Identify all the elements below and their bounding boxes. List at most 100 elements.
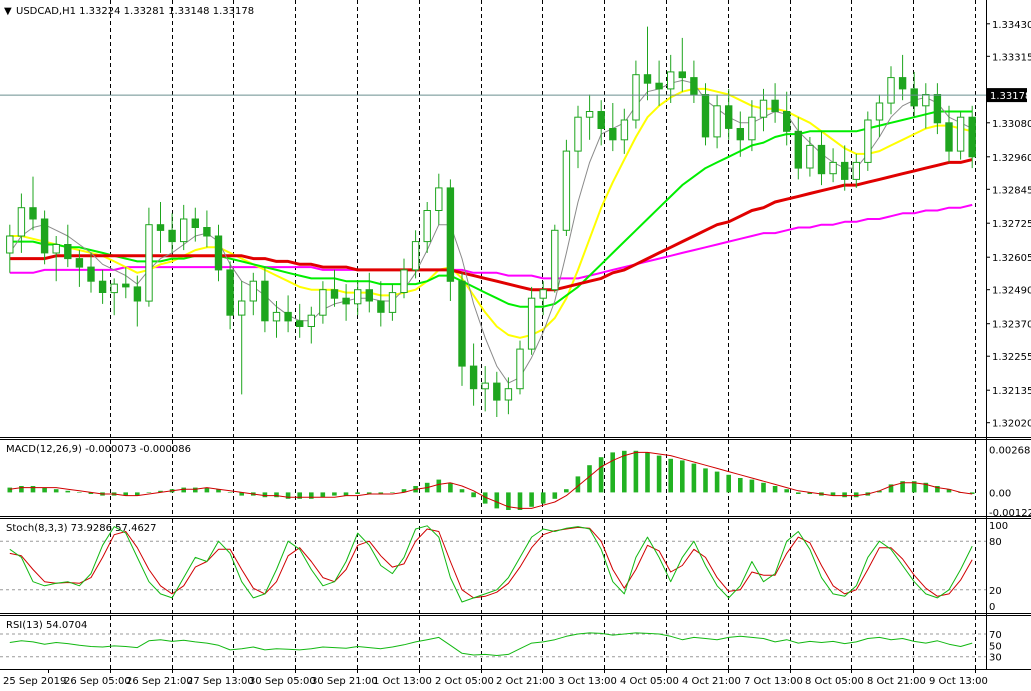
stoch-main-line — [9, 525, 973, 603]
candle-body — [817, 144, 826, 175]
main-panel[interactable] — [0, 0, 986, 437]
candle-body — [156, 224, 165, 231]
price-tick-label: 1.32725 — [992, 219, 1031, 230]
price-tick-label: 1.32960 — [992, 153, 1031, 164]
price-tick-label: 1.32605 — [992, 253, 1031, 264]
candle-body — [110, 283, 118, 294]
candle-body — [6, 235, 14, 254]
macd-histogram-bar — [30, 486, 36, 493]
macd-histogram-bar — [772, 486, 778, 493]
macd-histogram-bar — [622, 450, 627, 493]
macd-histogram-bar — [587, 465, 592, 493]
ma-fast-line — [9, 79, 973, 384]
candle-body — [864, 119, 872, 163]
macd-histogram-bar — [123, 492, 128, 496]
rsi-tick-label: 50 — [989, 641, 1002, 652]
candle-body — [887, 77, 895, 104]
time-tick-label: 4 Oct 21:00 — [682, 676, 741, 687]
macd-histogram-bar — [448, 482, 453, 493]
macd-histogram-bar — [749, 479, 755, 493]
candle-body — [469, 365, 478, 390]
macd-histogram-bar — [575, 476, 581, 493]
candle-body — [527, 297, 536, 350]
macd-histogram-bar — [158, 490, 163, 493]
current-price-line: 1.33178 — [0, 88, 1031, 103]
candle-body — [214, 235, 223, 271]
macd-tick-label: 0.00 — [989, 488, 1011, 499]
candle-body — [481, 382, 489, 390]
macd-histogram-bar — [796, 492, 801, 494]
time-tick-label: 27 Sep 13:00 — [187, 676, 254, 687]
macd-histogram-bar — [761, 482, 766, 493]
macd-histogram-bar — [390, 492, 395, 493]
candle-body — [875, 102, 884, 121]
macd-histogram-bar — [181, 487, 186, 493]
macd-histogram-bar — [366, 492, 372, 494]
candle-body — [968, 116, 976, 158]
candle-body — [423, 210, 431, 243]
ma-green-line — [9, 110, 973, 308]
macd-histogram-bar — [552, 492, 558, 499]
candle-body — [725, 105, 733, 129]
candle-body — [145, 224, 153, 302]
macd-histogram-bar — [65, 490, 71, 493]
candle-body — [400, 269, 408, 293]
macd-histogram-bar — [645, 452, 650, 493]
candle-body — [388, 292, 397, 313]
candle-body — [284, 311, 292, 322]
candle-body — [122, 283, 130, 288]
candle-body — [411, 241, 420, 271]
time-tick-label: 25 Sep 2019 — [3, 676, 66, 687]
macd-panel[interactable] — [0, 440, 986, 516]
candle-body — [922, 94, 930, 107]
candle-body — [330, 289, 339, 299]
macd-histogram-bar — [401, 489, 407, 493]
candle-body — [643, 74, 652, 84]
candle-body — [748, 116, 756, 141]
candle-body — [168, 229, 176, 243]
price-label-box — [987, 88, 1027, 103]
macd-histogram-bar — [19, 486, 24, 493]
candle-body — [898, 77, 907, 90]
candle-body — [458, 280, 466, 367]
macd-histogram-bar — [88, 492, 94, 494]
candle-body — [64, 244, 72, 260]
macd-histogram-bar — [540, 492, 546, 504]
macd-histogram-bar — [668, 458, 673, 493]
candle-body — [539, 289, 547, 299]
candle-body — [771, 99, 779, 112]
macd-histogram-bar — [482, 492, 488, 504]
candle-body — [87, 266, 95, 282]
macd-histogram-bar — [807, 492, 813, 494]
stochastic-indicator: 100 80 20 0 — [0, 521, 1008, 613]
candle-body — [609, 128, 617, 141]
candle-body — [551, 229, 559, 291]
candle-body — [620, 119, 629, 141]
candle-body — [307, 314, 316, 328]
macd-histogram-bar — [842, 492, 847, 498]
macd-histogram-bar — [656, 455, 662, 493]
rsi-tick-label: 30 — [989, 653, 1002, 664]
candle-body — [75, 258, 84, 268]
candle-body — [226, 269, 234, 316]
price-tick-label: 1.32135 — [992, 386, 1031, 397]
collapse-triangle-icon[interactable]: ▼ — [4, 6, 12, 17]
candle-body — [759, 99, 768, 118]
candle-body — [736, 128, 744, 141]
candle-body — [377, 300, 385, 313]
price-tick-label: 1.32255 — [992, 352, 1031, 363]
price-axis: 1.33430 1.33315 1.33080 1.32960 1.32845 1.327… — [986, 20, 1031, 430]
candle-body — [504, 388, 513, 401]
macd-histogram-bar — [946, 489, 952, 493]
macd-histogram-bar — [633, 450, 639, 493]
macd-histogram-bar — [900, 481, 905, 493]
macd-histogram-bar — [146, 492, 152, 493]
macd-histogram-bar — [42, 487, 47, 493]
candle-body — [238, 300, 246, 316]
rsi-line — [9, 632, 973, 656]
price-tick-label: 1.32490 — [992, 286, 1031, 297]
candles — [6, 26, 976, 417]
rsi-title: RSI(13) 54.0704 — [6, 620, 87, 631]
macd-tick-label: 0.002687 — [989, 445, 1031, 456]
